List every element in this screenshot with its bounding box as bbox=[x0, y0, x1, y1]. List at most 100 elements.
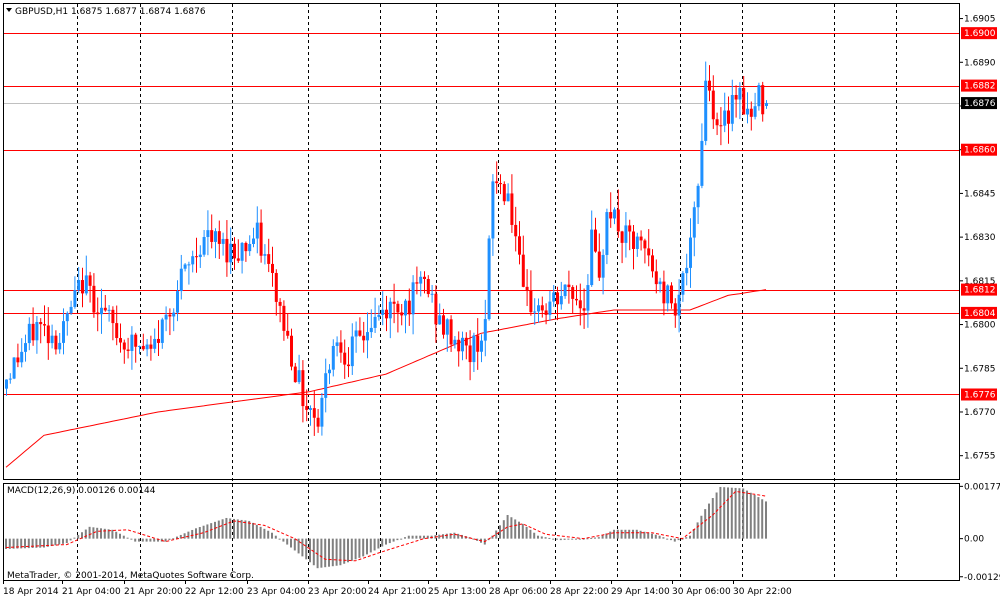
candle[interactable] bbox=[8, 373, 12, 384]
candle[interactable] bbox=[404, 298, 407, 334]
candle[interactable] bbox=[605, 208, 609, 265]
candle[interactable] bbox=[616, 189, 620, 238]
candle[interactable] bbox=[392, 283, 396, 324]
candle[interactable] bbox=[381, 291, 385, 326]
candle[interactable] bbox=[119, 323, 122, 353]
candle[interactable] bbox=[727, 96, 730, 144]
candle[interactable] bbox=[282, 300, 286, 341]
candle[interactable] bbox=[419, 271, 423, 297]
candle[interactable] bbox=[198, 245, 202, 268]
candle[interactable] bbox=[719, 107, 723, 146]
candle[interactable] bbox=[62, 308, 65, 355]
candle[interactable] bbox=[483, 299, 487, 357]
candle[interactable] bbox=[385, 295, 388, 332]
candle[interactable] bbox=[92, 273, 96, 318]
candle[interactable] bbox=[111, 306, 115, 341]
candle[interactable] bbox=[164, 306, 168, 332]
candle[interactable] bbox=[438, 303, 442, 325]
candle[interactable] bbox=[149, 335, 153, 361]
candle[interactable] bbox=[670, 282, 673, 309]
candle[interactable] bbox=[730, 79, 734, 132]
candle[interactable] bbox=[673, 298, 677, 328]
candle[interactable] bbox=[217, 220, 221, 260]
candle[interactable] bbox=[689, 218, 692, 288]
candle[interactable] bbox=[290, 328, 293, 371]
candle[interactable] bbox=[168, 308, 172, 336]
candle[interactable] bbox=[506, 183, 510, 202]
candle[interactable] bbox=[373, 297, 377, 334]
candle[interactable] bbox=[54, 330, 58, 355]
level-label[interactable]: 1.6804 bbox=[961, 306, 997, 319]
candle[interactable] bbox=[43, 305, 46, 337]
candle[interactable] bbox=[757, 82, 761, 111]
candle[interactable] bbox=[518, 221, 521, 265]
candle[interactable] bbox=[540, 296, 544, 318]
candle[interactable] bbox=[434, 285, 438, 343]
candle[interactable] bbox=[153, 328, 157, 354]
candle[interactable] bbox=[343, 339, 347, 379]
candle[interactable] bbox=[738, 82, 742, 120]
candle[interactable] bbox=[183, 263, 187, 272]
candle[interactable] bbox=[115, 305, 119, 346]
candle[interactable] bbox=[160, 317, 164, 349]
candle[interactable] bbox=[81, 267, 84, 308]
candle[interactable] bbox=[449, 315, 453, 352]
candle[interactable] bbox=[430, 284, 434, 303]
candle[interactable] bbox=[27, 317, 31, 351]
candle[interactable] bbox=[388, 297, 392, 339]
candle[interactable] bbox=[274, 269, 278, 316]
candle[interactable] bbox=[103, 295, 107, 312]
candle[interactable] bbox=[464, 332, 468, 360]
candle[interactable] bbox=[510, 174, 514, 233]
candle[interactable] bbox=[521, 235, 525, 288]
candle[interactable] bbox=[126, 337, 130, 359]
candle[interactable] bbox=[556, 286, 559, 321]
candle[interactable] bbox=[597, 233, 601, 281]
candle[interactable] bbox=[700, 123, 704, 189]
candle[interactable] bbox=[88, 271, 92, 303]
candle[interactable] bbox=[742, 75, 746, 115]
candle[interactable] bbox=[100, 288, 103, 334]
candle[interactable] bbox=[362, 321, 366, 353]
candle[interactable] bbox=[514, 206, 518, 252]
candle[interactable] bbox=[335, 336, 339, 357]
candle[interactable] bbox=[696, 183, 700, 224]
candle[interactable] bbox=[529, 270, 533, 316]
candle[interactable] bbox=[305, 389, 309, 422]
candle[interactable] bbox=[723, 92, 727, 133]
candle[interactable] bbox=[415, 266, 419, 295]
candle[interactable] bbox=[480, 334, 483, 363]
candle[interactable] bbox=[708, 65, 711, 102]
candle[interactable] bbox=[358, 317, 362, 337]
candle[interactable] bbox=[609, 192, 613, 228]
collapse-triangle-icon[interactable] bbox=[6, 8, 12, 12]
candle[interactable] bbox=[320, 392, 324, 436]
candle[interactable] bbox=[442, 308, 445, 339]
candle[interactable] bbox=[396, 300, 400, 333]
candle[interactable] bbox=[734, 85, 738, 118]
candle[interactable] bbox=[255, 206, 259, 254]
candle[interactable] bbox=[134, 332, 138, 363]
candle[interactable] bbox=[309, 405, 312, 426]
candle[interactable] bbox=[324, 358, 328, 413]
candle[interactable] bbox=[206, 210, 210, 256]
candle[interactable] bbox=[301, 360, 305, 423]
candle[interactable] bbox=[248, 235, 252, 256]
candle[interactable] bbox=[39, 318, 43, 344]
candle[interactable] bbox=[407, 288, 411, 326]
candle[interactable] bbox=[495, 161, 499, 194]
candle[interactable] bbox=[624, 212, 628, 258]
candle[interactable] bbox=[715, 112, 719, 136]
candle[interactable] bbox=[16, 343, 20, 368]
candle[interactable] bbox=[590, 210, 594, 287]
candle[interactable] bbox=[138, 345, 141, 355]
candle[interactable] bbox=[552, 285, 556, 307]
candle[interactable] bbox=[58, 332, 62, 354]
candle[interactable] bbox=[711, 75, 715, 129]
candle[interactable] bbox=[24, 334, 27, 362]
candle[interactable] bbox=[423, 271, 426, 294]
candle[interactable] bbox=[214, 228, 217, 259]
candle[interactable] bbox=[278, 298, 282, 323]
candle[interactable] bbox=[563, 284, 567, 299]
